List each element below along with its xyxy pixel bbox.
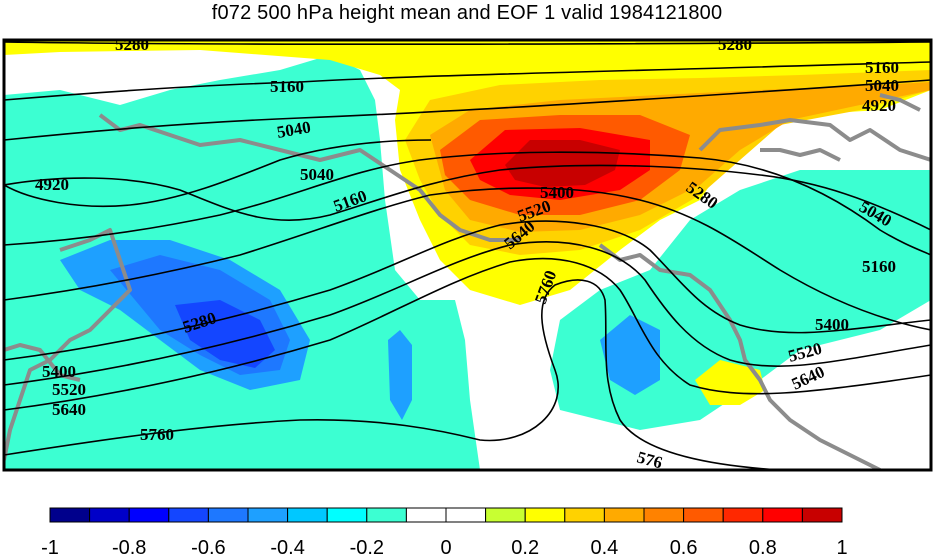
colorbar-tick-label: -0.2: [350, 537, 384, 558]
contour-label: 5280: [718, 35, 752, 54]
colorbar-ticks: -1 -0.8 -0.6 -0.4 -0.2 0 0.2 0.4 0.6 0.8 1: [41, 537, 847, 558]
colorbar-segment: [49, 507, 91, 523]
colorbar-segment: [207, 507, 249, 523]
colorbar-tick-label: -0.8: [112, 537, 146, 558]
contour-label: 5160: [270, 77, 304, 96]
contour-line: [4, 241, 931, 386]
contour-label: 5760: [140, 425, 174, 444]
contour-label: 5400: [42, 362, 76, 381]
anomaly-fill: 5280 5280 5160 5160 5040 5040 4920 4920 …: [4, 35, 931, 473]
colorbar-tick-label: 0.2: [511, 537, 539, 558]
contour-label: 5160: [862, 257, 896, 276]
colorbar-segment: [762, 507, 803, 523]
negative-anomaly-region: [388, 330, 412, 420]
map-frame: [2, 38, 933, 472]
colorbar-segment: [524, 507, 566, 523]
coastlines: [4, 93, 931, 470]
colorbar-segment: [247, 507, 289, 523]
contour-label: 4920: [35, 175, 69, 194]
colorbar-tick-label: 0.4: [590, 537, 618, 558]
contour-line: [4, 279, 781, 470]
contour-label: 4920: [862, 96, 896, 115]
contour-line: [4, 61, 931, 101]
height-contours: [4, 41, 931, 470]
colorbar-tick-label: 0.8: [749, 537, 777, 558]
colorbar-segment: [801, 507, 843, 523]
contour-label: 576: [635, 448, 665, 473]
contour-line: [4, 220, 931, 361]
colorbar-tick-label: -0.6: [191, 537, 225, 558]
contour-label: 5040: [300, 165, 334, 184]
colorbar-tick-label: 0.6: [670, 537, 698, 558]
colorbar-segment: [445, 507, 487, 523]
contour-line: [4, 164, 931, 231]
colorbar: [49, 507, 843, 523]
colorbar-segment: [168, 507, 209, 523]
colorbar-segment: [643, 507, 685, 523]
contour-label: 5040: [865, 76, 899, 95]
colorbar-tick-label: -0.4: [270, 537, 304, 558]
colorbar-segment: [405, 507, 447, 523]
contour-line: [4, 139, 432, 208]
colorbar-segment: [603, 507, 645, 523]
contour-line: [4, 257, 931, 411]
contour-line: [4, 79, 931, 141]
map-title: f072 500 hPa height mean and EOF 1 valid…: [211, 2, 723, 24]
negative-anomaly-region: [175, 300, 275, 368]
contour-label: 5520: [52, 380, 86, 399]
contour-label: 5280: [115, 35, 149, 54]
colorbar-segment: [564, 507, 605, 523]
contour-label: 5400: [540, 183, 574, 202]
colorbar-segment: [326, 507, 368, 523]
colorbar-tick-label: 0: [440, 537, 451, 558]
colorbar-tick-label: -1: [41, 537, 59, 558]
colorbar-segment: [683, 507, 724, 523]
contour-line: [4, 151, 931, 256]
colorbar-segment: [485, 507, 526, 523]
contour-label: 5640: [52, 400, 86, 419]
colorbar-segment: [128, 507, 170, 523]
contour-label: 5160: [865, 58, 899, 77]
colorbar-tick-label: 1: [836, 537, 847, 558]
contour-label: 5400: [815, 315, 849, 334]
colorbar-segment: [89, 507, 130, 523]
colorbar-segment: [366, 507, 407, 523]
colorbar-segment: [287, 507, 328, 523]
contour-line: [4, 187, 931, 331]
colorbar-segment: [722, 507, 764, 523]
contour-line: [4, 41, 931, 46]
